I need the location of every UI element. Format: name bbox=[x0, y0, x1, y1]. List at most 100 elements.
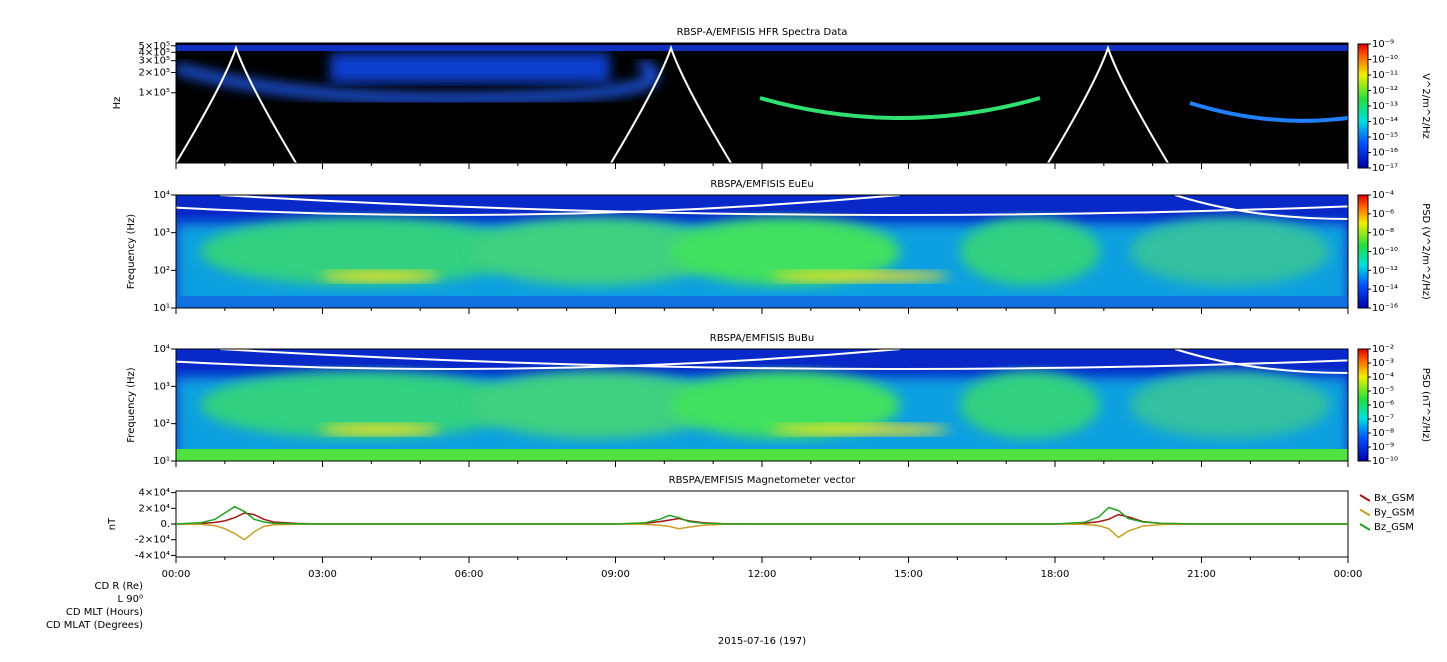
legend-label: Bz_GSM bbox=[1374, 522, 1414, 533]
y-tick-label: 0. bbox=[160, 519, 170, 530]
colorbar-tick-label: 10⁻⁴ bbox=[1372, 190, 1394, 201]
blob bbox=[470, 371, 720, 439]
y-axis-label: Frequency (Hz) bbox=[126, 214, 137, 290]
colorbar bbox=[1357, 43, 1369, 169]
blob bbox=[320, 423, 440, 436]
plasma-line bbox=[176, 349, 901, 370]
series-line bbox=[175, 512, 1348, 525]
y-tick-label: 10⁴ bbox=[153, 190, 170, 201]
legend-label: Bx_GSM bbox=[1374, 493, 1415, 504]
legend-swatch bbox=[1359, 508, 1371, 517]
legend-label: By_GSM bbox=[1374, 508, 1415, 519]
blob bbox=[770, 423, 950, 436]
footer-row: CD MLAT (Degrees) bbox=[46, 620, 143, 631]
blob bbox=[960, 371, 1100, 439]
blob bbox=[670, 217, 900, 286]
plasma-line bbox=[219, 349, 1348, 370]
blob bbox=[960, 217, 1100, 286]
colorbar-tick-label: 10⁻¹⁷ bbox=[1372, 163, 1398, 174]
y-tick-label: 2×10⁴ bbox=[139, 503, 170, 514]
colorbar-tick-label: 10⁻⁷ bbox=[1372, 414, 1394, 425]
y-tick-label: 2×10⁵ bbox=[139, 68, 170, 79]
blob bbox=[320, 270, 440, 283]
blob bbox=[1130, 371, 1330, 439]
x-tick-label: 03:00 bbox=[308, 569, 337, 580]
blob bbox=[200, 371, 520, 439]
x-tick-label: 15:00 bbox=[894, 569, 923, 580]
spectrogram-layer bbox=[176, 195, 1348, 308]
colorbar-tick-label: 10⁻⁹ bbox=[1372, 442, 1394, 453]
y-axis-label: Hz bbox=[112, 97, 123, 110]
colorbar-label: PSD (V^2/m^2/Hz) bbox=[1420, 203, 1431, 300]
colorbar-tick-label: 10⁻⁸ bbox=[1372, 228, 1394, 239]
spectrogram-image bbox=[176, 195, 1348, 308]
colorbar-tick-label: 10⁻¹⁰ bbox=[1372, 55, 1398, 66]
y-tick-label: 10¹ bbox=[153, 456, 170, 467]
colorbar-tick-label: 10⁻¹⁶ bbox=[1372, 148, 1398, 159]
band bbox=[176, 449, 1348, 461]
blob bbox=[770, 270, 950, 283]
x-tick-label: 00:00 bbox=[162, 569, 191, 580]
series-line bbox=[175, 505, 1348, 525]
colorbar-tick-label: 10⁻¹³ bbox=[1372, 101, 1398, 112]
y-tick-label: 10¹ bbox=[153, 303, 170, 314]
colorbar-tick-label: 10⁻⁶ bbox=[1372, 209, 1394, 220]
blob bbox=[670, 371, 900, 439]
panel-title: RBSPA/EMFISIS EuEu bbox=[710, 179, 813, 190]
blob bbox=[1130, 217, 1330, 286]
colorbar-tick-label: 10⁻¹⁰ bbox=[1372, 247, 1398, 258]
colorbar-tick-label: 10⁻⁹ bbox=[1372, 39, 1394, 50]
spectrogram-layer bbox=[176, 43, 1348, 163]
x-tick-label: 21:00 bbox=[1187, 569, 1216, 580]
colorbar-tick-label: 10⁻¹⁵ bbox=[1372, 132, 1398, 143]
colorbar-tick-label: 10⁻¹⁴ bbox=[1372, 284, 1398, 295]
colorbar-tick-label: 10⁻¹² bbox=[1372, 86, 1398, 97]
band bbox=[176, 296, 1348, 308]
colorbar bbox=[1357, 348, 1369, 462]
band bbox=[1189, 101, 1348, 123]
colorbar-label: V^2/m^2/Hz bbox=[1420, 73, 1431, 139]
panel-title: RBSPA/EMFISIS Magnetometer vector bbox=[669, 475, 857, 486]
y-tick-label: 10³ bbox=[153, 381, 170, 392]
plasma-line bbox=[176, 44, 297, 163]
colorbar-tick-label: 10⁻³ bbox=[1372, 358, 1394, 369]
y-tick-label: 4×10⁴ bbox=[139, 488, 170, 499]
colorbar-label: PSD (nT^2/Hz) bbox=[1420, 368, 1431, 442]
x-tick-label: 06:00 bbox=[455, 569, 484, 580]
y-tick-label: 3×10⁵ bbox=[139, 56, 170, 67]
y-tick-label: -2×10⁴ bbox=[135, 535, 170, 546]
colorbar-tick-label: 10⁻⁸ bbox=[1372, 428, 1394, 439]
band bbox=[176, 45, 1348, 51]
legend-swatch bbox=[1359, 494, 1371, 502]
plasma-line bbox=[610, 44, 732, 163]
colorbar bbox=[1357, 194, 1369, 309]
panel-title: RBSPA/EMFISIS BuBu bbox=[710, 333, 814, 344]
colorbar-tick-label: 10⁻⁵ bbox=[1372, 386, 1394, 397]
y-tick-label: -4×10⁴ bbox=[135, 550, 170, 561]
plasma-line bbox=[219, 195, 1348, 216]
band bbox=[330, 53, 610, 83]
spectrogram-image bbox=[176, 43, 1348, 163]
colorbar-tick-label: 10⁻¹² bbox=[1372, 265, 1398, 276]
x-tick-label: 09:00 bbox=[601, 569, 630, 580]
colorbar-tick-label: 10⁻⁶ bbox=[1372, 400, 1394, 411]
plasma-line bbox=[1174, 195, 1348, 220]
band bbox=[176, 58, 659, 104]
y-axis-label: nT bbox=[107, 517, 118, 530]
y-tick-label: 10² bbox=[153, 265, 170, 276]
plasma-line bbox=[1047, 44, 1169, 163]
y-axis-label: Frequency (Hz) bbox=[126, 367, 137, 443]
footer-row: CD R (Re) bbox=[95, 581, 144, 592]
colorbar-tick-label: 10⁻¹⁶ bbox=[1372, 303, 1398, 314]
spectrogram-image bbox=[176, 349, 1348, 461]
y-tick-label: 1×10⁵ bbox=[139, 88, 170, 99]
colorbar-tick-label: 10⁻¹⁰ bbox=[1372, 456, 1398, 467]
legend-swatch bbox=[1359, 523, 1371, 531]
y-tick-label: 10³ bbox=[153, 228, 170, 239]
x-tick-label: 18:00 bbox=[1041, 569, 1070, 580]
plasma-line bbox=[176, 195, 901, 216]
plasma-line bbox=[1174, 349, 1348, 374]
y-tick-label: 10⁴ bbox=[153, 344, 170, 355]
colorbar-tick-label: 10⁻² bbox=[1372, 344, 1394, 355]
